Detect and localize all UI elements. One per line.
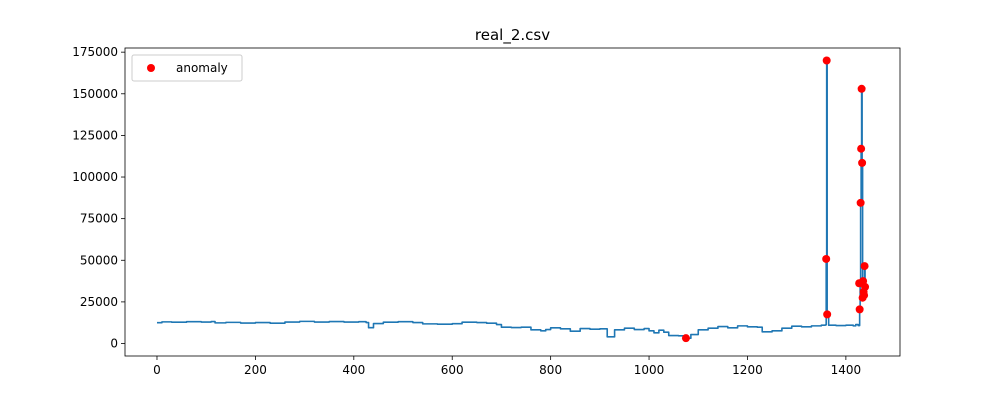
- anomaly-point: [857, 84, 866, 93]
- anomaly-point: [856, 198, 865, 207]
- x-tick-label: 600: [441, 363, 464, 377]
- anomaly-point: [858, 158, 867, 167]
- series-layer: [156, 59, 866, 339]
- legend-anomaly-marker: [147, 64, 155, 72]
- legend: anomaly: [131, 54, 243, 82]
- y-tick-label: 25000: [80, 295, 118, 309]
- anomaly-point: [860, 291, 869, 300]
- anomaly-point: [681, 334, 690, 343]
- x-tick-label: 0: [153, 363, 161, 377]
- anomaly-point: [823, 310, 832, 319]
- legend-box: [131, 54, 243, 82]
- y-tick-label: 125000: [72, 128, 118, 142]
- plot-area: [124, 47, 901, 357]
- y-axis: 0 25000 50000 75000 100000 125000 150000 175000: [72, 45, 125, 351]
- y-tick-label: 150000: [72, 87, 118, 101]
- anomaly-point: [857, 144, 866, 153]
- y-tick-label: 100000: [72, 170, 118, 184]
- x-tick-label: 400: [342, 363, 365, 377]
- anomaly-point: [822, 56, 831, 65]
- x-tick-label: 1400: [831, 363, 862, 377]
- y-tick-label: 50000: [80, 253, 118, 267]
- series-line: [156, 59, 866, 339]
- anomaly-point: [855, 305, 864, 314]
- x-tick-label: 200: [244, 363, 267, 377]
- anomaly-point: [822, 254, 831, 263]
- anomaly-point: [860, 262, 869, 271]
- anomaly-point: [861, 282, 870, 291]
- chart-title: real_2.csv: [475, 26, 550, 45]
- y-tick-label: 75000: [80, 212, 118, 226]
- y-tick-label: 175000: [72, 45, 118, 59]
- y-tick-label: 0: [110, 337, 118, 351]
- x-tick-label: 1000: [634, 363, 665, 377]
- x-axis: 0 200 400 600 800 1000 1200 1400: [153, 356, 861, 377]
- legend-anomaly-label: anomaly: [176, 61, 228, 75]
- x-tick-label: 800: [539, 363, 562, 377]
- x-tick-label: 1200: [732, 363, 763, 377]
- anomaly-layer: [681, 56, 870, 343]
